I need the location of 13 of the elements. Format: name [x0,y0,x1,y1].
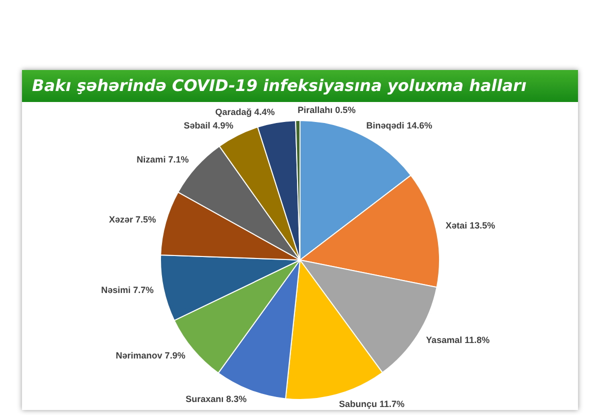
slice-label: Xətai 13.5% [446,220,496,231]
slice-label: Yasamal 11.8% [426,334,490,345]
slice-label: Sabunçu 11.7% [339,398,405,409]
slice-label: Binəqədi 14.6% [366,120,432,130]
slice-label: Nizami 7.1% [136,154,189,165]
slice-label: Pirallahı 0.5% [298,105,356,116]
slice-label: Nərimanov 7.9% [116,350,186,360]
slice-label: Suraxanı 8.3% [186,394,247,404]
slice-label: Səbail 4.9% [184,120,234,131]
slice-label: Nəsimi 7.7% [101,285,154,296]
slice-label: Qaradağ 4.4% [215,107,275,118]
slice-label: Xəzər 7.5% [108,214,156,224]
chart-title: Bakı şəhərində COVID-19 infeksiyasına yoluxma halları [22,70,578,102]
